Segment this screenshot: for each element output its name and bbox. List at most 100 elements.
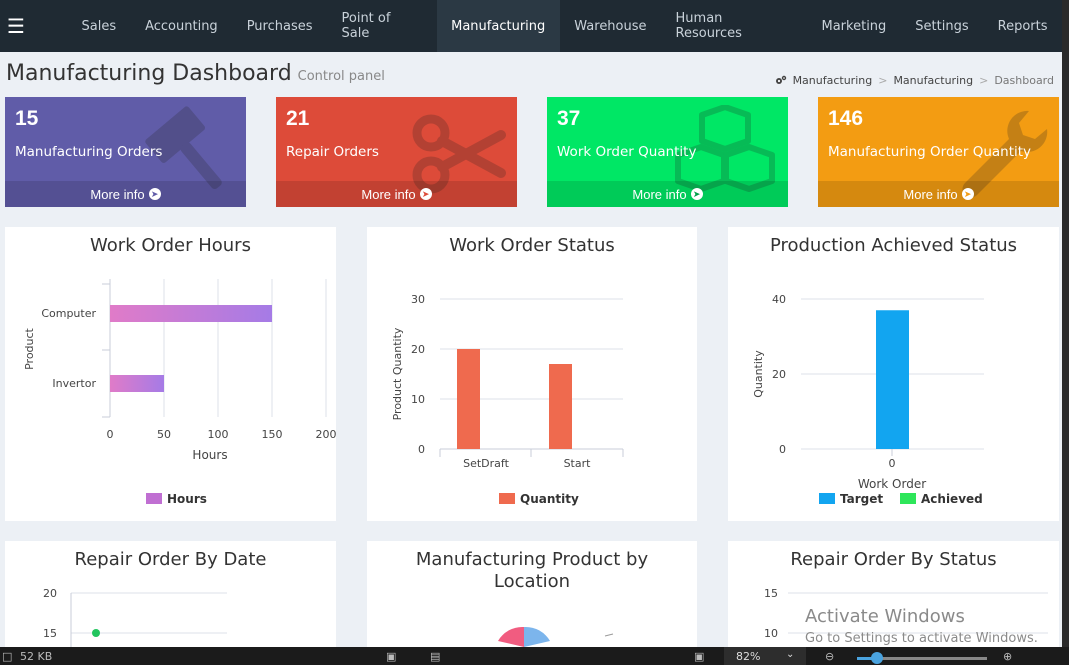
nav-item-reports[interactable]: Reports [997, 18, 1048, 34]
cubes-icon [675, 105, 775, 192]
arrow-circle-right-icon: ➤ [690, 188, 703, 200]
y-tick-label: 0 [418, 443, 425, 456]
x-axis-label: Work Order [858, 477, 926, 491]
info-box-value: 37 [557, 107, 581, 130]
breadcrumb: Manufacturing > Manufacturing > Dashboar… [775, 74, 1054, 87]
more-info-link[interactable]: More info ➤ [5, 181, 246, 207]
scissors-icon [412, 114, 506, 194]
fit-screen-icon[interactable]: ▣ [386, 650, 397, 663]
y-tick-label: 20 [411, 343, 425, 356]
nav-item-accounting[interactable]: Accounting [145, 18, 218, 34]
y-tick-label: 20 [772, 368, 786, 381]
chart-title: Production Achieved Status [769, 235, 1018, 256]
arrow-circle-right-icon: ➤ [961, 188, 974, 200]
breadcrumb-item-2[interactable]: Manufacturing [893, 74, 974, 87]
chart-title-line-1: Manufacturing Product by [415, 549, 649, 570]
page-title-text: Manufacturing Dashboard [6, 61, 292, 86]
chart-title-line-2: Location [493, 571, 571, 592]
legend-label: Target [840, 492, 883, 506]
more-info-text: More info [361, 186, 416, 202]
x-tick-label: 100 [208, 428, 229, 441]
more-info-text: More info [90, 186, 145, 202]
x-axis-label: Hours [192, 448, 227, 462]
info-icon[interactable]: ▤ [430, 650, 441, 663]
window-edge [1062, 0, 1069, 665]
watermark-line-2: Go to Settings to activate Windows. [805, 631, 1038, 646]
zoom-slider[interactable] [857, 652, 987, 664]
info-box-value: 15 [15, 107, 39, 130]
legend-swatch [499, 493, 515, 504]
y-category-label: Computer [41, 307, 96, 320]
x-tick-label: 150 [262, 428, 283, 441]
arrow-circle-right-icon: ➤ [148, 188, 161, 200]
y-tick-label: 30 [411, 293, 425, 306]
y-tick-label: 10 [764, 627, 778, 640]
more-info-link[interactable]: More info ➤ [818, 181, 1059, 207]
nav-item-settings[interactable]: Settings [915, 18, 969, 34]
watermark-line-1: Activate Windows [805, 606, 965, 627]
y-axis-label: Quantity [752, 350, 765, 398]
work-order-status-chart: 0 10 20 30 SetDraft Start Product Quantity Quan… [391, 293, 624, 506]
nav-item-sales[interactable]: Sales [81, 18, 117, 34]
nav-item-purchases[interactable]: Purchases [246, 18, 313, 34]
x-category-label: Start [564, 457, 592, 470]
panel-work-order-hours: Work Order Hours 0 50 100 150 200 Computer Inv… [5, 227, 336, 521]
zoom-in-icon[interactable]: ⊕ [1003, 650, 1013, 663]
more-info-link[interactable]: More info ➤ [547, 181, 788, 207]
more-info-link[interactable]: More info ➤ [276, 181, 517, 207]
legend-swatch-achieved [900, 493, 916, 504]
wrench-icon [962, 110, 1048, 198]
gears-icon [775, 75, 786, 84]
info-box-repair-orders: 21 Repair Orders More info ➤ [276, 97, 517, 207]
y-tick-label: 15 [764, 587, 778, 600]
chart-title: Repair Order By Date [74, 549, 267, 570]
pie-slice [498, 626, 524, 647]
bar [110, 305, 272, 322]
nav-item-marketing[interactable]: Marketing [821, 18, 887, 34]
main-menu: Sales Accounting Purchases Point of Sale… [67, 0, 1062, 52]
legend-label: Quantity [520, 492, 579, 506]
zoom-select[interactable]: 82% ⌄ [724, 647, 806, 665]
breadcrumb-separator: > [979, 74, 989, 87]
legend-swatch [146, 493, 162, 504]
info-box-label: Manufacturing Order Quantity [828, 144, 1032, 160]
hamburger-icon[interactable]: ☰ [7, 15, 25, 38]
page-subtitle: Control panel [297, 69, 385, 84]
bar [457, 349, 480, 449]
info-box-value: 146 [828, 107, 864, 130]
nav-item-warehouse[interactable]: Warehouse [574, 18, 647, 34]
pie-slice [524, 626, 550, 647]
legend-swatch-target [819, 493, 835, 504]
info-box-work-order-quantity: 37 Work Order Quantity More info ➤ [547, 97, 788, 207]
info-box-manufacturing-orders: 15 Manufacturing Orders More info ➤ [5, 97, 246, 207]
panel-manufacturing-by-location: Manufacturing Product by Location [367, 541, 697, 647]
panel-repair-order-by-date: Repair Order By Date 20 15 [5, 541, 336, 647]
page-title: Manufacturing Dashboard Control panel [6, 61, 385, 86]
work-order-hours-chart: 0 50 100 150 200 Computer Invertor Hours Product… [23, 279, 336, 506]
nav-item-human-resources[interactable]: Human Resources [675, 11, 742, 41]
bar [110, 375, 164, 392]
activate-windows-watermark: Activate Windows Go to Settings to activ… [805, 606, 1038, 646]
top-navbar: ☰ Sales Accounting Purchases Point of Sa… [0, 0, 1062, 52]
chart-title: Work Order Status [449, 235, 615, 256]
zoom-slider-thumb[interactable] [871, 652, 883, 664]
y-tick-label: 10 [411, 393, 425, 406]
chevron-down-icon: ⌄ [786, 649, 795, 660]
zoom-out-icon[interactable]: ⊖ [825, 650, 835, 663]
nav-item-point-of-sale[interactable]: Point of Sale [341, 11, 391, 41]
panel-work-order-status: Work Order Status 0 10 20 30 SetDraft Start Pr… [367, 227, 697, 521]
fullscreen-icon[interactable]: ▣ [694, 650, 705, 663]
nav-item-manufacturing[interactable]: Manufacturing [436, 0, 560, 52]
breadcrumb-item-1[interactable]: Manufacturing [792, 74, 873, 87]
manufacturing-by-location-pie [498, 626, 614, 647]
y-tick-label: 0 [779, 443, 786, 456]
viewer-status-bar: □ 52 KB ▣ ▤ ▣ 82% ⌄ ⊖ ⊕ [0, 647, 1069, 665]
panel-repair-order-by-status: Repair Order By Status 15 10 [728, 541, 1059, 647]
x-tick-label: 50 [157, 428, 171, 441]
x-tick-label: 0 [107, 428, 114, 441]
legend-label: Achieved [921, 492, 983, 506]
info-box-label: Repair Orders [286, 144, 379, 160]
y-axis-label: Product Quantity [391, 327, 404, 420]
